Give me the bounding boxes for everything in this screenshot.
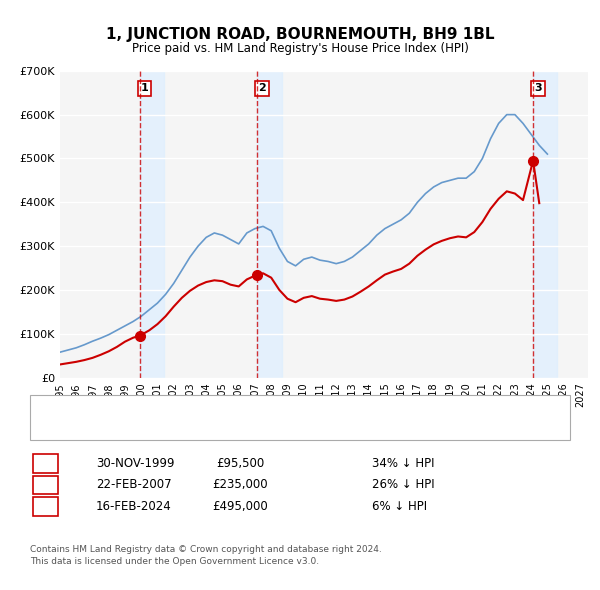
Text: 2: 2	[41, 478, 50, 491]
Text: 1: 1	[141, 83, 149, 93]
Text: 2: 2	[258, 83, 266, 93]
Bar	[257, 71, 281, 378]
Text: 3: 3	[41, 500, 50, 513]
Text: Contains HM Land Registry data © Crown copyright and database right 2024.: Contains HM Land Registry data © Crown c…	[30, 545, 382, 555]
Text: 26% ↓ HPI: 26% ↓ HPI	[372, 478, 434, 491]
Bar	[533, 71, 557, 378]
Text: £495,000: £495,000	[212, 500, 268, 513]
Text: Price paid vs. HM Land Registry's House Price Index (HPI): Price paid vs. HM Land Registry's House …	[131, 42, 469, 55]
Text: 1, JUNCTION ROAD, BOURNEMOUTH, BH9 1BL: 1, JUNCTION ROAD, BOURNEMOUTH, BH9 1BL	[106, 27, 494, 41]
Bar	[140, 71, 164, 378]
Text: —: —	[52, 416, 68, 434]
Text: 1: 1	[41, 457, 50, 470]
Text: 3: 3	[534, 83, 542, 93]
Text: —: —	[52, 398, 68, 416]
Text: 34% ↓ HPI: 34% ↓ HPI	[372, 457, 434, 470]
Text: 30-NOV-1999: 30-NOV-1999	[96, 457, 175, 470]
Text: 16-FEB-2024: 16-FEB-2024	[96, 500, 172, 513]
Text: £95,500: £95,500	[216, 457, 264, 470]
Text: 1, JUNCTION ROAD, BOURNEMOUTH, BH9 1BL (detached house): 1, JUNCTION ROAD, BOURNEMOUTH, BH9 1BL (…	[81, 402, 414, 412]
Text: 22-FEB-2007: 22-FEB-2007	[96, 478, 172, 491]
Text: This data is licensed under the Open Government Licence v3.0.: This data is licensed under the Open Gov…	[30, 557, 319, 566]
Text: £235,000: £235,000	[212, 478, 268, 491]
Text: 6% ↓ HPI: 6% ↓ HPI	[372, 500, 427, 513]
Text: HPI: Average price, detached house, Bournemouth Christchurch and Poole: HPI: Average price, detached house, Bour…	[81, 420, 469, 430]
